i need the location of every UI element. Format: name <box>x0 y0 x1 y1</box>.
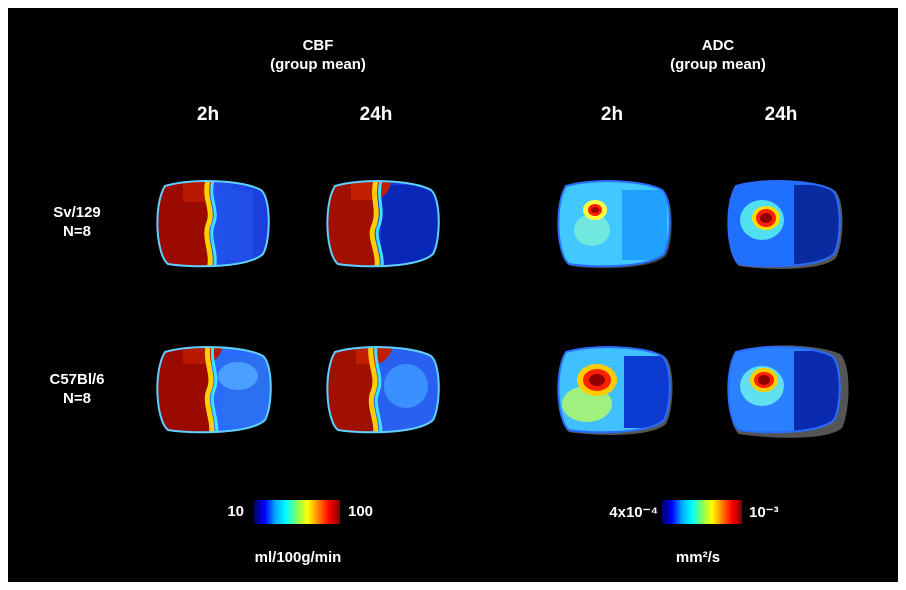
adc-subtitle: (group mean) <box>670 56 766 73</box>
row1-strain: Sv/129 <box>53 204 101 221</box>
adc-24h-label: 24h <box>764 104 798 125</box>
figure-panel: CBF (group mean) ADC (group mean) 2h 24h… <box>8 8 898 582</box>
cbf-unit: ml/100g/min <box>254 549 342 566</box>
row1-n: N=8 <box>63 223 91 240</box>
adc-2h-c57bl6-slice <box>557 346 673 435</box>
adc-24h-c57bl6-slice <box>727 345 849 438</box>
adc-scale-max: 10⁻³ <box>749 504 779 521</box>
adc-title: ADC <box>701 37 735 54</box>
cbf-2h-label: 2h <box>196 104 220 125</box>
cbf-24h-sv129-slice <box>326 180 440 268</box>
cbf-2h-sv129-slice <box>156 180 270 268</box>
row2-strain: C57Bl/6 <box>49 371 105 388</box>
adc-2h-sv129-slice <box>557 180 672 269</box>
adc-24h-sv129-slice <box>727 180 843 269</box>
cbf-colorbar <box>254 500 340 524</box>
adc-colorbar <box>662 500 742 524</box>
row2-n: N=8 <box>63 390 91 407</box>
cbf-2h-c57bl6-slice <box>156 346 272 434</box>
cbf-24h-label: 24h <box>359 104 393 125</box>
cbf-scale-max: 100 <box>348 503 374 520</box>
adc-scale-min: 4x10⁻⁴ <box>609 504 658 521</box>
cbf-subtitle: (group mean) <box>270 56 366 73</box>
cbf-24h-c57bl6-slice <box>326 346 440 434</box>
cbf-scale-min: 10 <box>227 503 244 520</box>
adc-unit: mm²/s <box>675 549 721 566</box>
cbf-title: CBF <box>302 37 334 54</box>
adc-2h-label: 2h <box>600 104 624 125</box>
